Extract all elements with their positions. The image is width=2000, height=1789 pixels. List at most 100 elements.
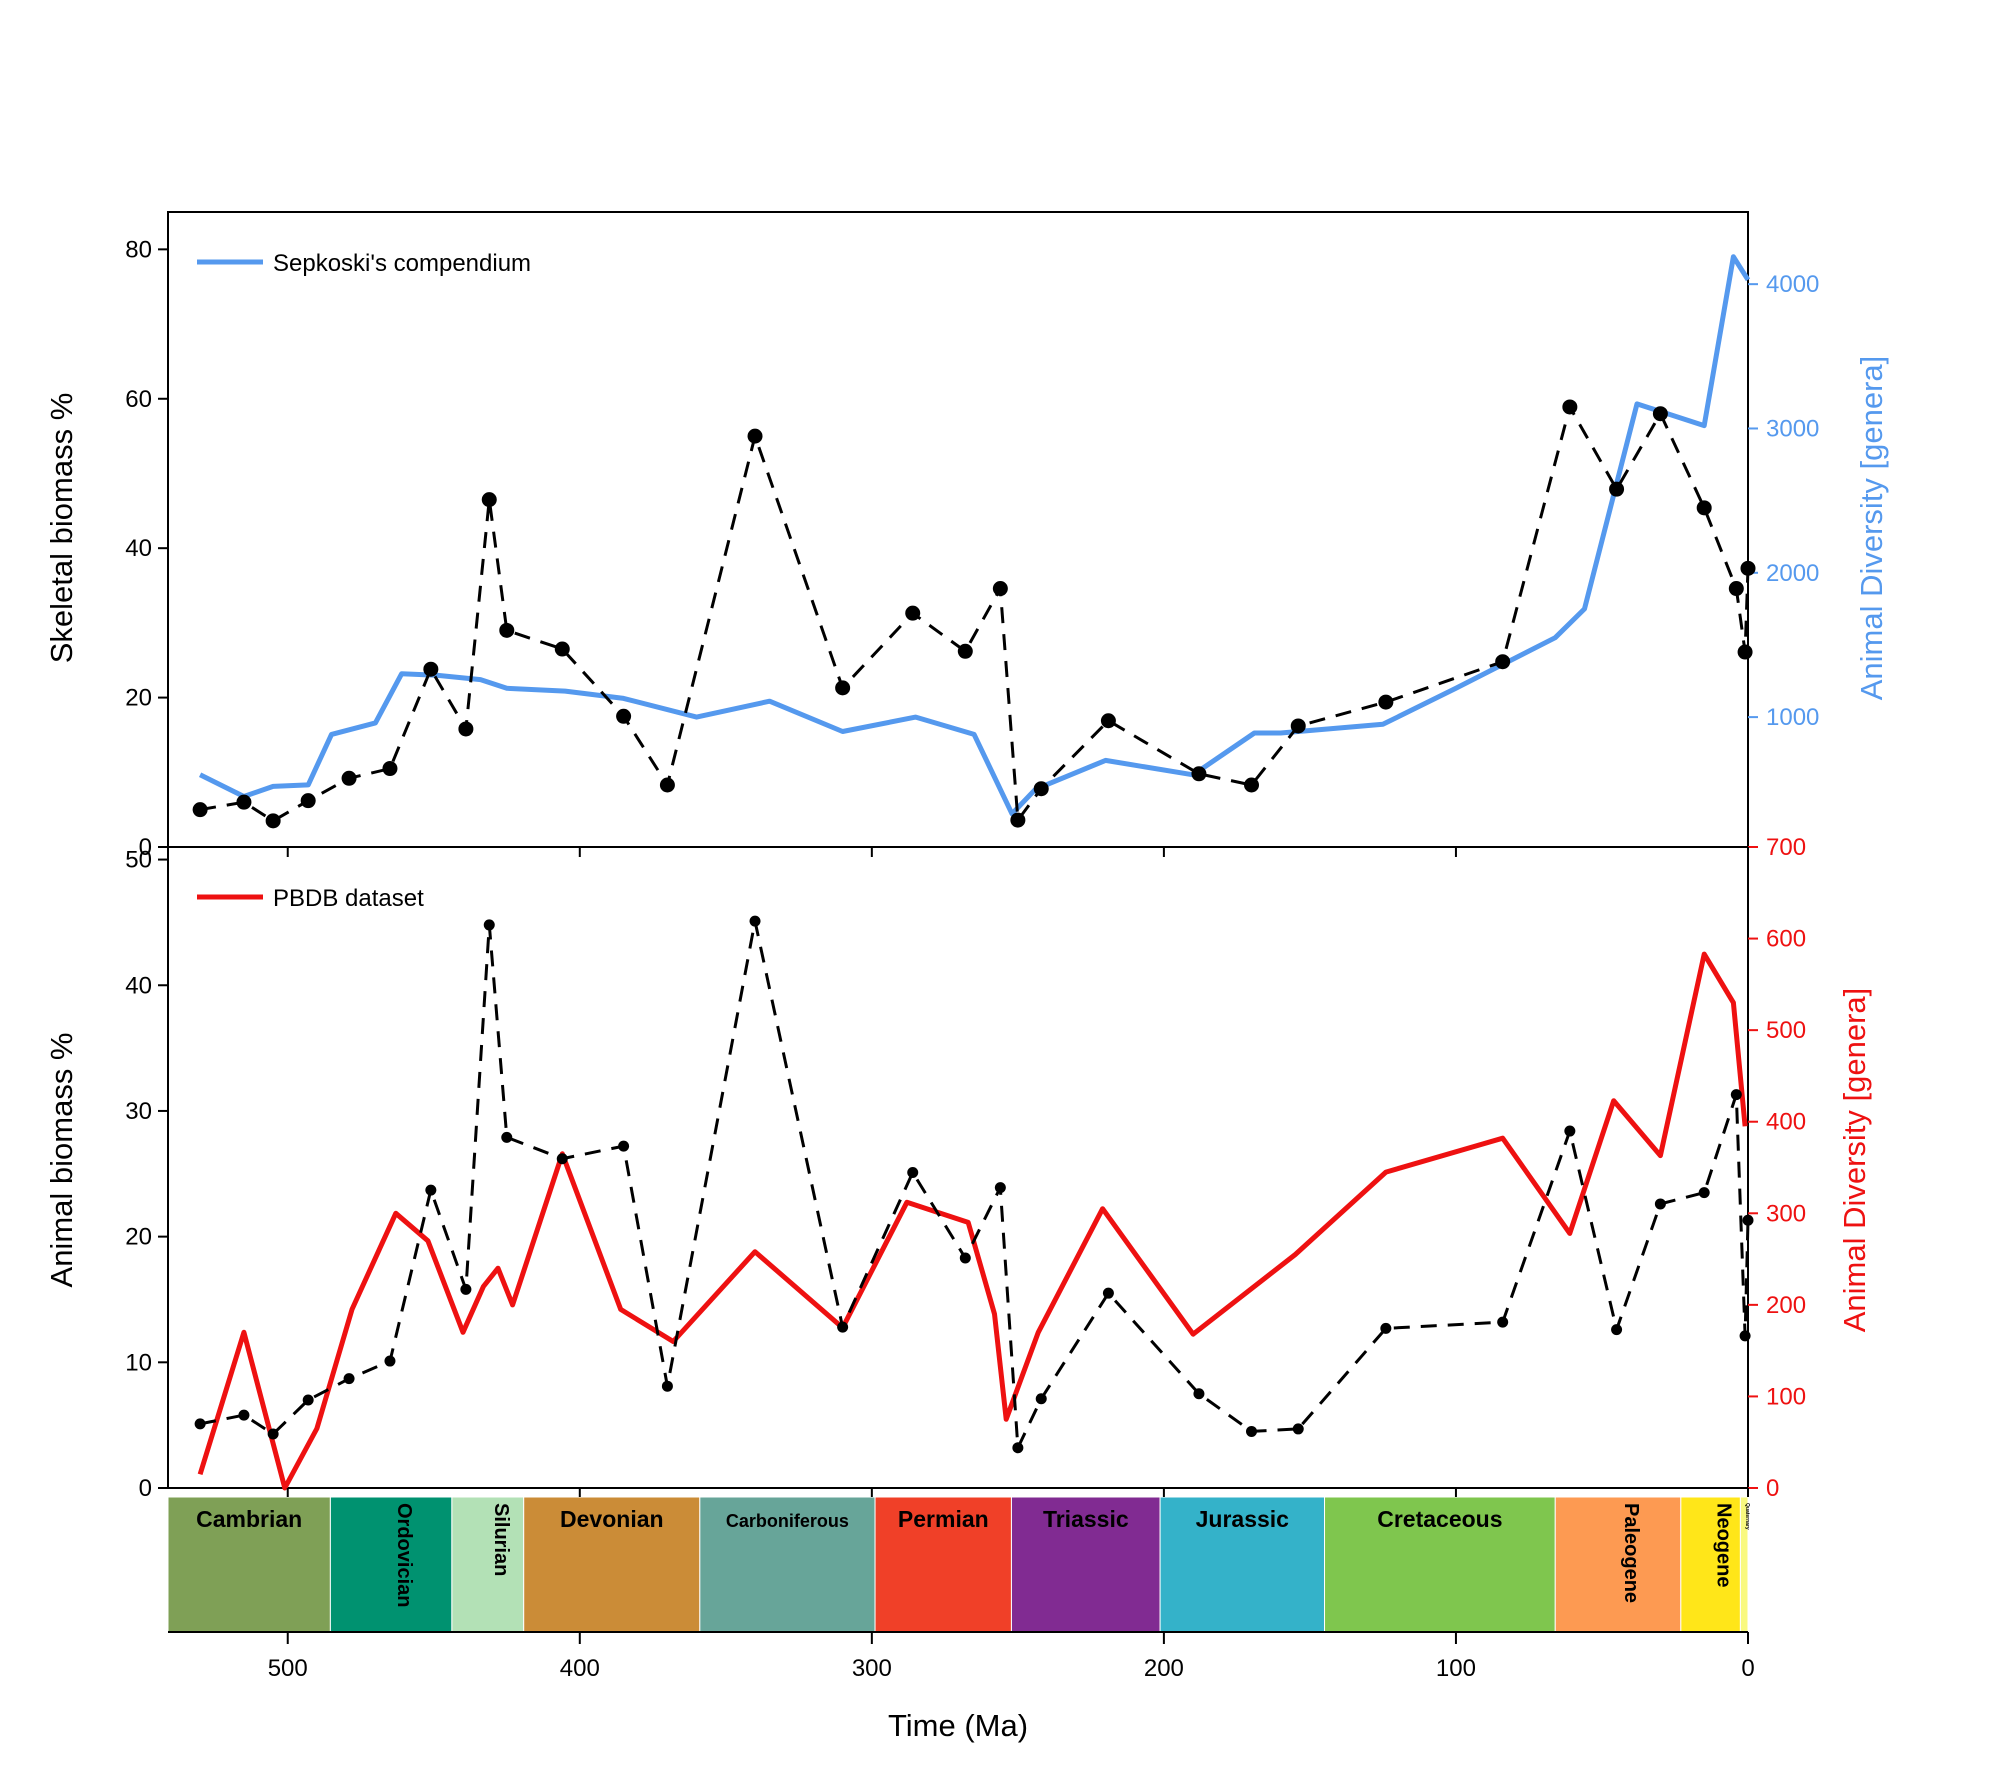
period-label: Paleogene (1620, 1503, 1642, 1603)
biomass-point (1495, 654, 1511, 670)
right-y-tick-label: 0 (1766, 1475, 1779, 1502)
biomass-point (835, 680, 851, 696)
period-block (1324, 1496, 1556, 1633)
biomass-point (499, 622, 515, 638)
biomass-point (382, 761, 398, 777)
biomass-point (1654, 1198, 1666, 1210)
left-y-tick-label: 10 (125, 1349, 152, 1376)
x-tick-label: 300 (852, 1655, 892, 1682)
right-y-tick-label: 2000 (1766, 560, 1819, 587)
biomass-point (749, 915, 761, 927)
left-y-tick-label: 20 (125, 685, 152, 712)
period-label: Permian (898, 1506, 989, 1532)
right-y-tick-label: 400 (1766, 1109, 1806, 1136)
left-y-tick-label: 0 (139, 834, 152, 861)
biomass-point (423, 661, 439, 677)
diversity-line (198, 254, 1751, 817)
right-y-tick-label: 3000 (1766, 415, 1819, 442)
biomass-point (1728, 581, 1744, 597)
period-label: Neogene (1713, 1503, 1735, 1587)
plot-frame (167, 211, 1749, 848)
period-block (329, 1496, 453, 1633)
biomass-point (341, 770, 357, 786)
biomass-line (199, 920, 1750, 1454)
biomass-point (236, 794, 252, 810)
x-tick-label: 100 (1436, 1655, 1476, 1682)
biomass-point (192, 802, 208, 818)
biomass-point (483, 919, 495, 931)
left-y-tick-label: 40 (125, 972, 152, 999)
biomass-point (302, 1394, 314, 1406)
biomass-point (425, 1184, 437, 1196)
biomass-point (501, 1131, 513, 1143)
biomass-point (1193, 1388, 1205, 1400)
period-block (1554, 1496, 1682, 1633)
right-y-tick-label: 500 (1766, 1017, 1806, 1044)
biomass-point (1102, 1287, 1114, 1299)
legend-label: Sepkoski's compendium (273, 250, 531, 277)
x-axis-label: Time (Ma) (888, 1708, 1028, 1743)
biomass-point (905, 605, 921, 621)
biomass-point (837, 1321, 849, 1333)
x-axis: Time (Ma) 500 400 300 200 100 0 (168, 847, 1755, 1743)
biomass-point (1609, 481, 1625, 497)
right-y-tick-label: 100 (1766, 1383, 1806, 1410)
biomass-point (1652, 406, 1668, 422)
right-y-tick-label: 4000 (1766, 271, 1819, 298)
period-block (451, 1496, 525, 1633)
biomass-point (992, 581, 1008, 597)
biomass-point (1698, 1187, 1710, 1199)
period-block (874, 1496, 1012, 1633)
biomass-point (1730, 1089, 1742, 1101)
period-block (1680, 1496, 1741, 1633)
top-y-axis-label: Skeletal biomass % (44, 393, 79, 664)
biomass-point (1035, 1393, 1047, 1405)
bottom-y-axis-label: Animal biomass % (44, 1033, 79, 1288)
plot-frame (167, 846, 1749, 1489)
top-panel: 0 20 40 60 80 1000 2000 3000 4000 Sepkoski's comp… (125, 211, 1819, 861)
biomass-point (1010, 812, 1026, 828)
period-label: Triassic (1043, 1506, 1129, 1532)
diversity-line (197, 951, 1748, 1491)
left-y-tick-label: 30 (125, 1098, 152, 1125)
period-block (1010, 1496, 1161, 1633)
period-block (167, 1496, 331, 1633)
x-tick-label: 0 (1741, 1655, 1754, 1682)
biomass-point (1244, 777, 1260, 793)
period-label: Quaternary (1744, 1503, 1750, 1530)
biomass-point (1378, 694, 1394, 710)
biomass-point (267, 1428, 279, 1440)
biomass-point (1611, 1324, 1623, 1336)
geologic-timescale: Cambrian Ordovician Silurian Devonian Carbon… (167, 1496, 1750, 1633)
biomass-point (1290, 718, 1306, 734)
period-block (523, 1496, 701, 1633)
biomass-point (300, 793, 316, 809)
period-label: Silurian (490, 1503, 512, 1576)
biomass-line (199, 403, 1750, 825)
period-label: Carboniferous (726, 1511, 849, 1531)
biomass-point (1012, 1442, 1024, 1454)
left-y-tick-label: 0 (139, 1475, 152, 1502)
left-y-tick-label: 80 (125, 236, 152, 263)
biomass-point (194, 1418, 206, 1430)
biomass-point (1033, 781, 1049, 797)
biomass-point (994, 1182, 1006, 1194)
top-y2-axis-label: Animal Diversity [genera] (1854, 356, 1889, 701)
bottom-y2-axis-label: Animal Diversity [genera] (1837, 988, 1872, 1333)
biomass-point (460, 1283, 472, 1295)
right-y-tick-label: 1000 (1766, 704, 1819, 731)
biomass-point (1246, 1425, 1258, 1437)
left-y-tick-label: 50 (125, 847, 152, 874)
biomass-point (343, 1373, 355, 1385)
x-tick-label: 500 (268, 1655, 308, 1682)
left-y-tick-label: 20 (125, 1224, 152, 1251)
biomass-point (659, 777, 675, 793)
left-y-tick-label: 40 (125, 535, 152, 562)
period-label: Cretaceous (1377, 1506, 1502, 1532)
biomass-point (1380, 1322, 1392, 1334)
biomass-point (1562, 399, 1578, 415)
biomass-point (1742, 1214, 1754, 1226)
biomass-point (1739, 1330, 1751, 1342)
period-label: Jurassic (1196, 1506, 1290, 1532)
